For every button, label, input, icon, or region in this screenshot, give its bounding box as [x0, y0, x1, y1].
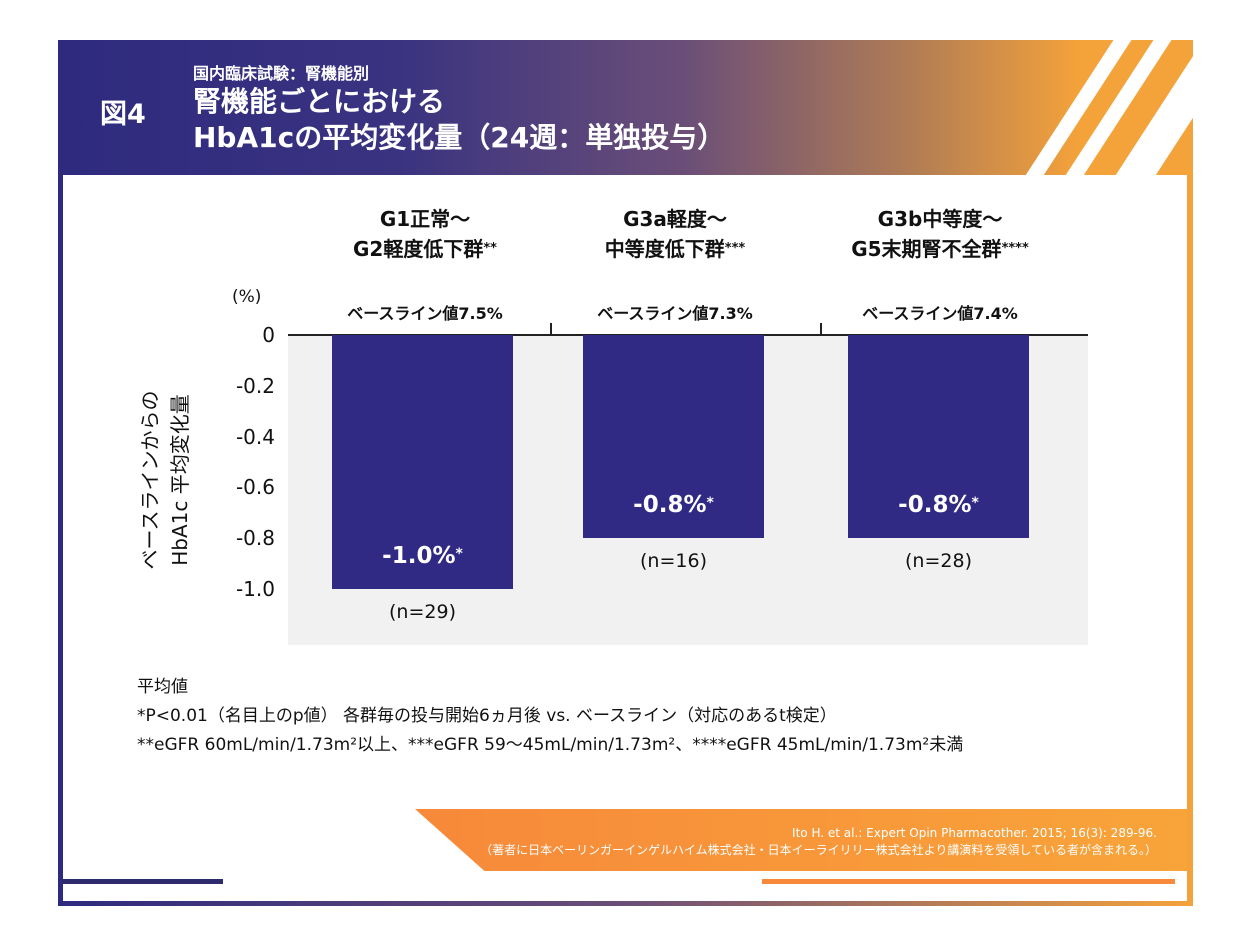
bar-value-label: -0.8%* [848, 492, 1029, 518]
note-pvalue: *P<0.01（名目上のp値） 各群毎の投与開始6ヵ月後 vs. ベースライン（… [137, 706, 837, 726]
category-text: 中等度低下群 [604, 237, 725, 261]
citation-band: Ito H. et al.: Expert Opin Pharmacother.… [415, 809, 1187, 871]
note-mean: 平均値 [137, 677, 188, 697]
category-line: 中等度低下群*** [545, 234, 805, 264]
x-axis-tick [550, 323, 552, 335]
bar-value: -0.8% [633, 492, 707, 519]
bar [583, 335, 764, 539]
bar-value-label: -1.0%* [332, 543, 513, 569]
bar [848, 335, 1029, 539]
y-tick-label: -0.4 [235, 424, 275, 449]
footnote-mark: ** [483, 241, 497, 256]
title-line-1: 腎機能ごとにおける [193, 85, 446, 118]
significance-mark: * [971, 495, 979, 512]
category-line: G3a軽度～ [623, 207, 727, 231]
note-egfr: **eGFR 60mL/min/1.73m²以上、***eGFR 59～45mL… [137, 735, 964, 755]
category-line: G3b中等度～ [877, 207, 1003, 231]
footnote-mark: *** [724, 241, 746, 256]
figure-number: 図4 [100, 99, 146, 130]
bar-value-label: -0.8%* [583, 492, 764, 518]
y-tick-label: -0.2 [235, 373, 275, 398]
bar-value: -1.0% [382, 543, 456, 569]
category-text: G5末期腎不全群 [851, 237, 1002, 261]
page-title: 腎機能ごとにおける HbA1cの平均変化量（24週：単独投与） [193, 84, 725, 156]
n-label: (n=16) [640, 550, 707, 573]
significance-mark: * [706, 495, 714, 512]
decor-line-left [63, 879, 223, 884]
baseline-label: ベースライン値7.4% [862, 304, 1018, 323]
subtitle: 国内臨床試験：腎機能別 [193, 64, 370, 83]
category-line: G5末期腎不全群**** [810, 234, 1070, 264]
y-tick-label: 0 [262, 323, 275, 347]
y-axis-title-line: HbA1c 平均変化量 [168, 394, 192, 566]
footnote-mark: **** [1001, 241, 1029, 256]
y-axis-title-line: ベースラインからの [138, 390, 162, 570]
category-label: G1正常～ G2軽度低下群** [295, 205, 555, 264]
category-text: G2軽度低下群 [353, 237, 484, 261]
y-unit: (%) [232, 287, 262, 307]
n-label: (n=29) [389, 601, 456, 623]
category-line: G2軽度低下群** [295, 234, 555, 264]
header-band [58, 40, 1193, 175]
category-line: G1正常～ [379, 207, 471, 231]
baseline-label: ベースライン値7.5% [347, 304, 503, 323]
y-tick-label: -0.8 [235, 526, 275, 551]
significance-mark: * [455, 546, 463, 562]
x-axis-tick [820, 323, 822, 335]
footnotes: 平均値 *P<0.01（名目上のp値） 各群毎の投与開始6ヵ月後 vs. ベース… [137, 673, 963, 760]
category-label: G3b中等度～ G5末期腎不全群**** [810, 205, 1070, 264]
decor-line-right [762, 879, 1175, 884]
baseline-label: ベースライン値7.3% [597, 304, 753, 323]
y-tick-label: -1.0 [235, 577, 275, 601]
bar-value: -0.8% [898, 492, 972, 519]
category-label: G3a軽度～ 中等度低下群*** [545, 205, 805, 264]
y-tick-label: -0.6 [235, 475, 275, 500]
citation-ref: Ito H. et al.: Expert Opin Pharmacother.… [792, 826, 1157, 840]
n-label: (n=28) [905, 550, 972, 573]
title-line-2: HbA1cの平均変化量（24週：単独投与） [193, 121, 726, 154]
bar [332, 335, 513, 589]
citation-coi: （著者に日本ベーリンガーインゲルハイム株式会社・日本イーライリリー株式会社より講… [480, 843, 1157, 857]
y-axis-title: ベースラインからの HbA1c 平均変化量 [135, 350, 195, 610]
